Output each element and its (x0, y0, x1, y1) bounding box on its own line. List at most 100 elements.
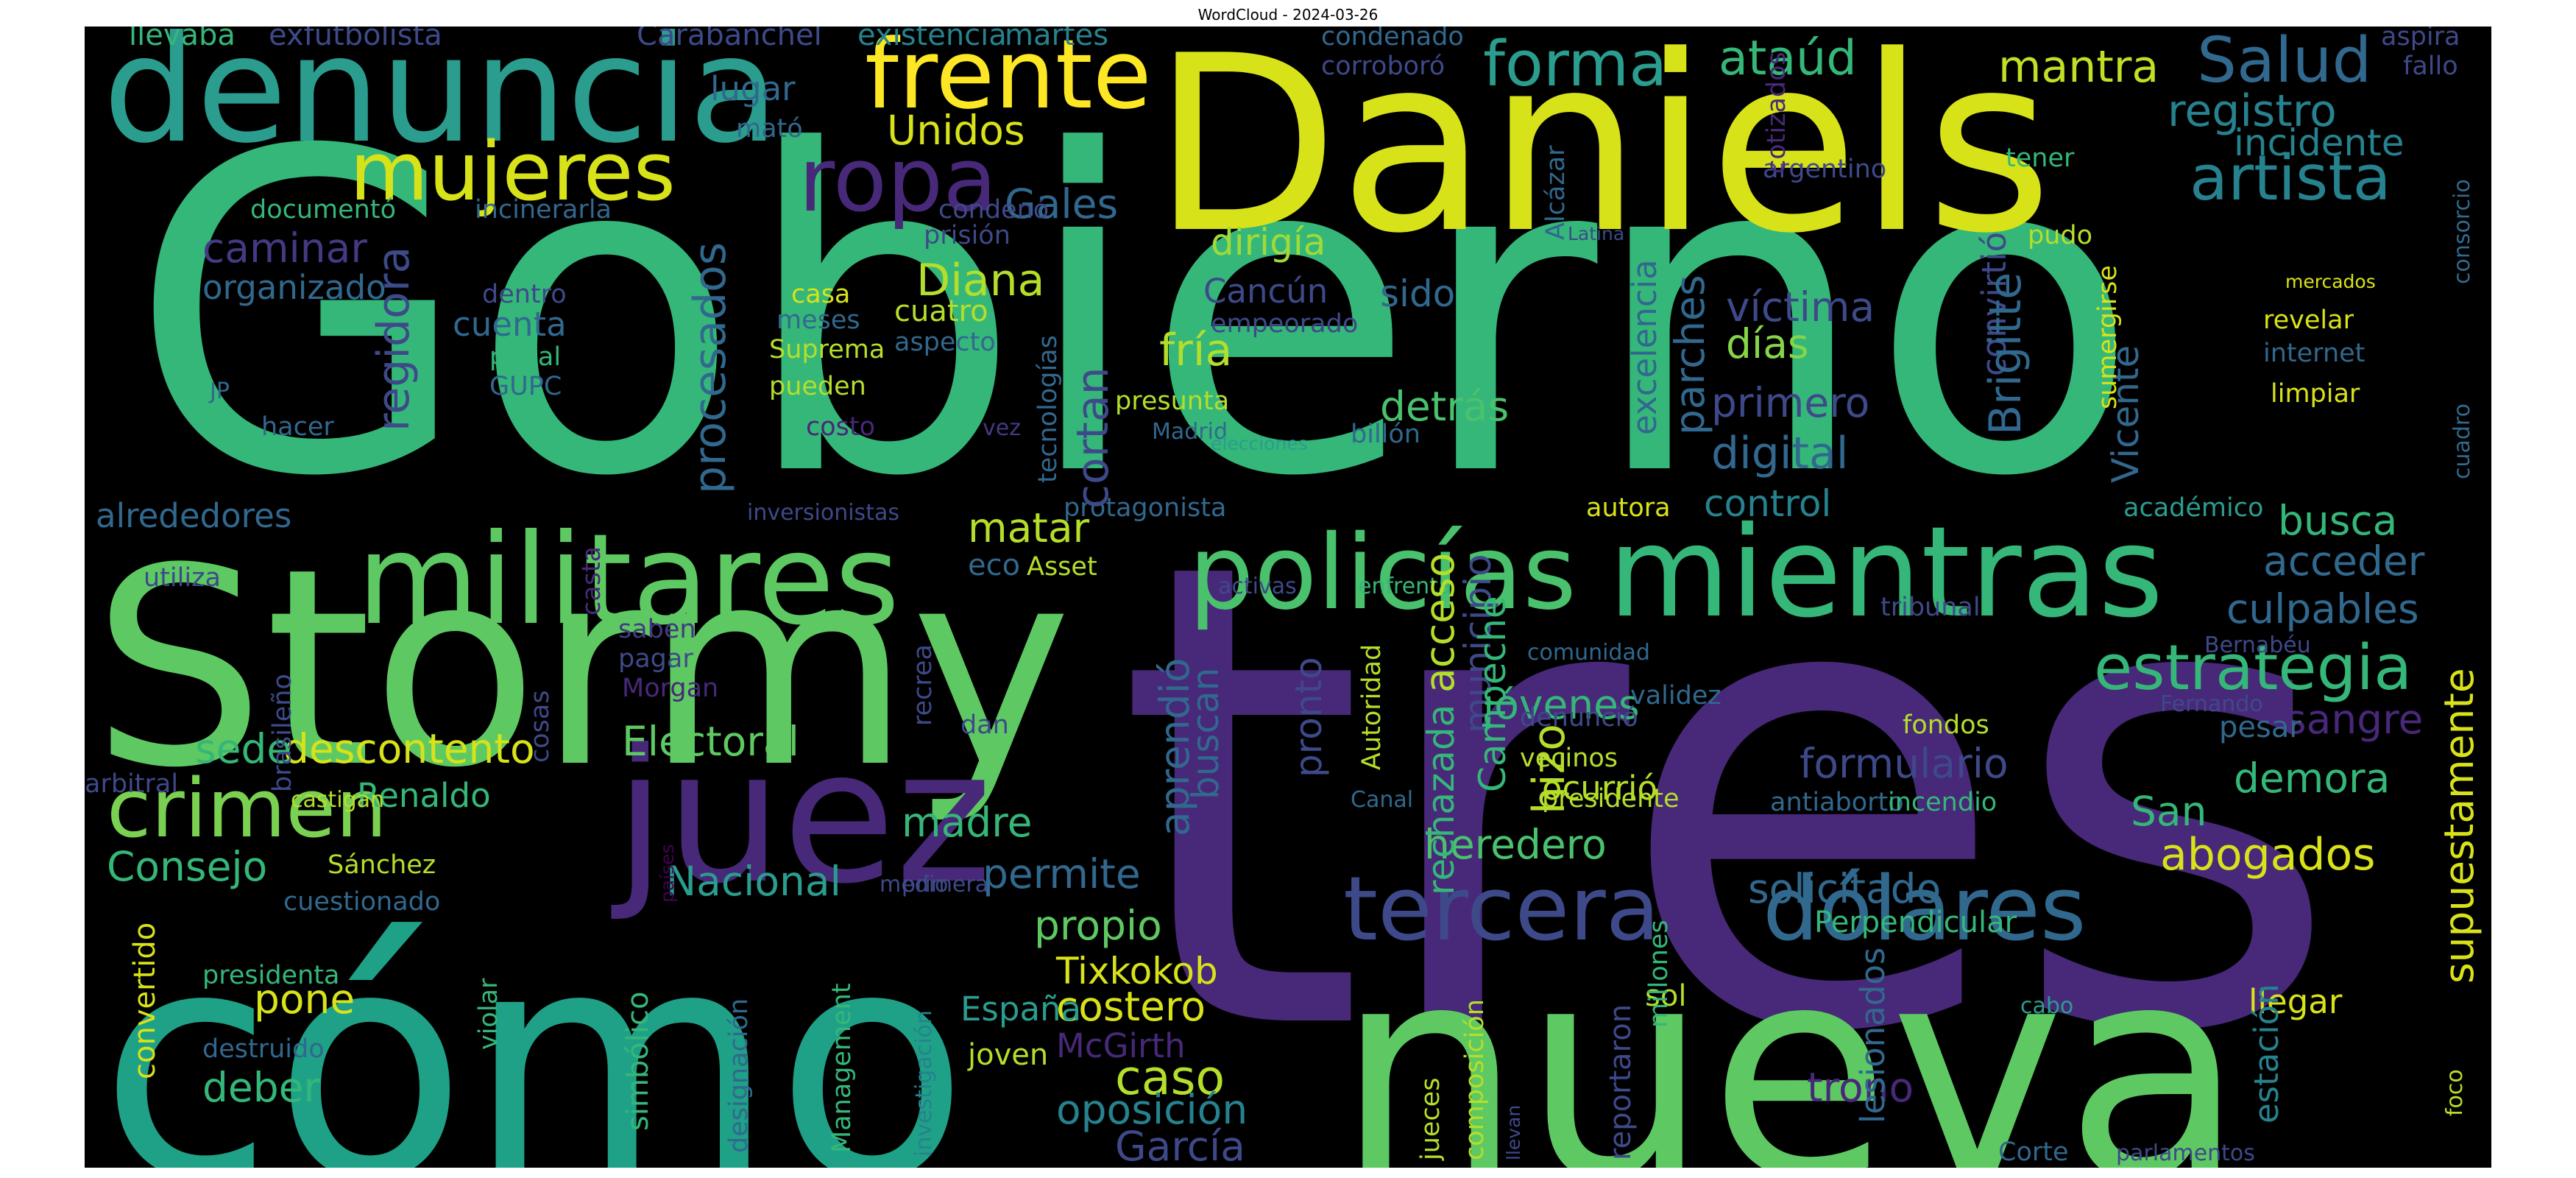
word: dólares (1763, 858, 2087, 961)
word: madre (902, 799, 1032, 846)
word: simbólico (621, 992, 655, 1131)
word: Diana (916, 255, 1044, 306)
word: denunció (1520, 703, 1638, 733)
word: Management (827, 983, 857, 1153)
word: elecciones (1211, 433, 1308, 454)
word: dentro (482, 280, 567, 309)
word: estación (2247, 984, 2286, 1124)
word: condenado (1321, 27, 1464, 52)
word: dirigía (1211, 221, 1326, 264)
word: permite (983, 850, 1141, 897)
word: castigan (291, 787, 384, 813)
word: incidente (2234, 121, 2405, 164)
word: Salud (2197, 27, 2372, 97)
word: detrás (1380, 383, 1509, 430)
word: empeorado (1211, 309, 1358, 339)
word: pueden (769, 372, 866, 401)
word: Alcázar (1541, 145, 1571, 240)
word: penal (489, 342, 561, 372)
word: Daniels (1152, 27, 2053, 286)
word: casa (791, 280, 850, 309)
word: presidenta (202, 961, 339, 990)
word: medio (880, 872, 948, 897)
word: caso (1115, 1051, 1225, 1106)
word: Tixkokob (1055, 950, 1218, 992)
word: llevaba (129, 27, 236, 52)
word: fondos (1903, 710, 1989, 740)
word: Gobierno (129, 58, 2140, 573)
word: cuadro (2449, 403, 2475, 479)
word: joven (967, 1038, 1048, 1072)
word: parches (1666, 275, 1713, 435)
word: mujeres (350, 124, 676, 219)
word: acceso (1416, 553, 1463, 693)
word: Madrid (1152, 419, 1228, 445)
word: sol (1645, 979, 1686, 1013)
word: incinerarla (475, 195, 612, 225)
word: protagonista (1064, 493, 1226, 523)
word: llegar (2248, 982, 2343, 1021)
word: víctima (1726, 283, 1875, 331)
word: vez (983, 415, 1021, 441)
word: vecinos (1520, 744, 1618, 773)
word: demora (2234, 755, 2390, 802)
word: mientras (1608, 500, 2163, 646)
word: JP (208, 378, 230, 404)
word: enfrenta (1358, 574, 1451, 599)
word: eco (968, 549, 1020, 582)
word: Consejo (107, 843, 267, 890)
word: San (2131, 788, 2207, 835)
word: convirtió (1975, 232, 2014, 376)
figure-title: WordCloud - 2024-03-26 (1197, 6, 1379, 24)
word: pesar (2219, 710, 2301, 744)
word: parlamentos (2116, 1140, 2255, 1166)
word: incendio (1888, 788, 1997, 817)
word: Bernabéu (2204, 632, 2311, 658)
word: lugar (710, 69, 796, 108)
word: denuncia (103, 27, 779, 176)
word: Nacional (666, 858, 841, 905)
word: matar (968, 504, 1090, 551)
word: cotizados (1762, 52, 1791, 174)
word: García (1115, 1123, 1245, 1168)
word: saben (618, 615, 696, 644)
word: mercados (2285, 271, 2376, 292)
word: buscan (1184, 668, 1227, 800)
word: mató (736, 114, 803, 144)
word: revelar (2263, 306, 2354, 335)
word: Latina (1568, 223, 1624, 244)
word: organizado (202, 268, 386, 307)
word: millones (1644, 920, 1674, 1028)
word: deber (202, 1064, 321, 1111)
word: regidora (368, 247, 420, 431)
word: mantra (1998, 41, 2159, 93)
word: estrategia (2094, 632, 2412, 705)
word: militares (357, 507, 899, 653)
word: recrea (908, 644, 938, 726)
word: Vicente (2104, 345, 2147, 483)
word: reportaron (1604, 1004, 1638, 1160)
word: ataúd (1719, 31, 1857, 86)
word: sangre (2285, 696, 2423, 743)
word: composición (1460, 999, 1490, 1160)
word: supuestamente (2435, 668, 2483, 984)
word: pone (254, 976, 355, 1023)
word: artista (2190, 142, 2391, 215)
word: documentó (250, 195, 396, 225)
word: condenó (938, 195, 1049, 225)
word: rechazada (1420, 705, 1462, 895)
word: Morgan (622, 674, 718, 703)
word: aspecto (894, 328, 996, 357)
word: hizo (1524, 724, 1575, 814)
word: fría (1159, 325, 1232, 376)
word: costo (806, 412, 875, 442)
word: presidente (1542, 784, 1680, 814)
word: tres (1115, 426, 2343, 1168)
word: limpiar (2271, 379, 2360, 409)
word: Unidos (887, 107, 1025, 154)
word: GUPC (489, 372, 562, 401)
word: España (960, 990, 1081, 1029)
word: cómo (99, 882, 969, 1168)
word: Asset (1027, 552, 1097, 582)
